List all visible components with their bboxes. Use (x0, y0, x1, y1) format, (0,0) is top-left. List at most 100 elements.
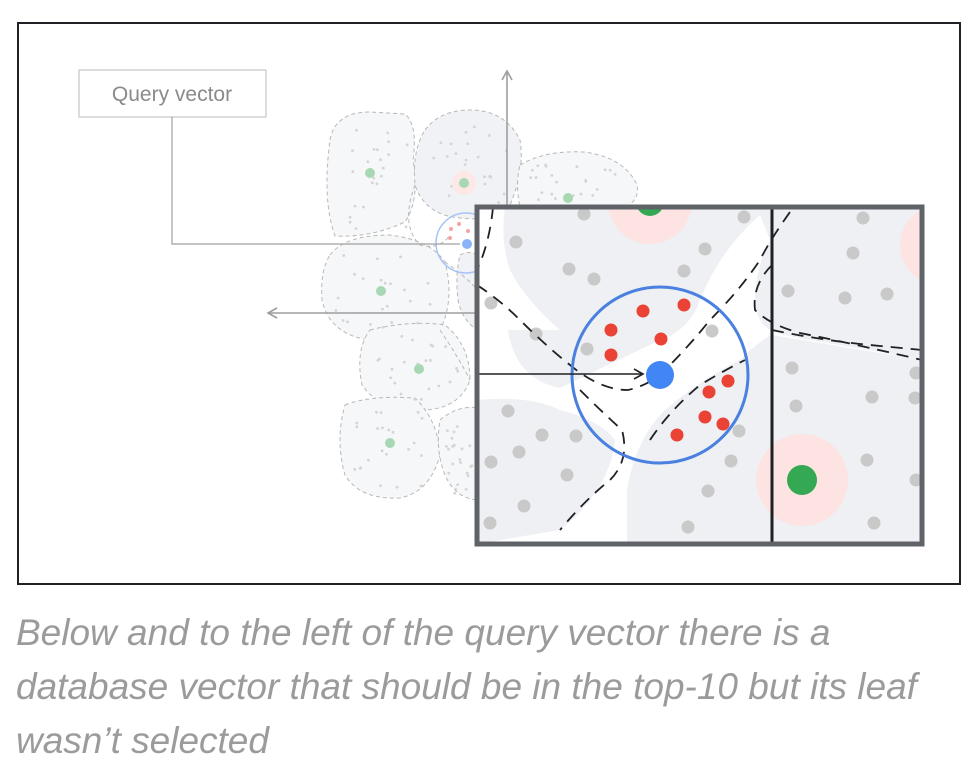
overview-database-dot (376, 358, 380, 362)
overview-database-dot (530, 169, 534, 172)
query-vector-point (646, 361, 674, 389)
overview-database-dot (387, 153, 391, 156)
overview-database-dot (447, 447, 450, 451)
overview-database-dot (483, 175, 486, 179)
overview-database-dot (400, 335, 404, 338)
database-vector-dot (909, 366, 922, 380)
overview-database-dot (608, 168, 612, 172)
overview-database-dot (432, 156, 436, 160)
overview-database-dot (553, 197, 557, 200)
overview-database-dot (399, 255, 402, 259)
overview-database-dot (427, 387, 431, 391)
overview-database-dot (460, 447, 464, 451)
overview-database-dot (375, 257, 379, 261)
overview-database-dot (451, 462, 455, 466)
overview-database-dot (446, 429, 449, 433)
zoom-region-bottom-right (627, 335, 922, 544)
overview-database-dot (348, 215, 352, 219)
overview-database-dot (369, 323, 372, 326)
partition-boundary (753, 264, 922, 361)
database-vector-dot (856, 211, 870, 225)
overview-database-dot (550, 192, 554, 196)
database-vector-dot (562, 262, 576, 276)
overview-database-dot (389, 282, 392, 286)
overview-database-dot (375, 410, 378, 414)
overview-neighbor (466, 229, 470, 233)
overview-database-dot (370, 181, 374, 185)
database-vector-dot (483, 516, 497, 530)
overview-database-dot (419, 397, 423, 401)
overview-database-dot (403, 288, 406, 292)
overview-database-dot (458, 458, 462, 461)
overview-database-dot (408, 299, 412, 303)
overview-database-dot (387, 140, 391, 143)
overview-database-dot (595, 188, 599, 191)
overview-database-dot (399, 392, 403, 396)
overview-database-dot (488, 134, 491, 137)
overview-database-dot (395, 485, 399, 489)
overview-database-dot (336, 296, 340, 300)
overview-database-dot (372, 148, 376, 151)
overview-centroid (376, 286, 386, 296)
overview-database-dot (456, 369, 460, 373)
overview-database-dot (379, 411, 383, 414)
overview-database-dot (459, 461, 462, 464)
overview-database-dot (354, 227, 358, 230)
overview-database-dot (575, 165, 579, 169)
cell-top-right (517, 151, 638, 208)
neighbor-vector-dot (698, 410, 712, 424)
overview-database-dot (448, 380, 452, 384)
overview-database-dot (544, 163, 548, 167)
partition-boundary (771, 329, 922, 351)
neighbor-vector-dot (721, 374, 735, 388)
diagram-figure: Query vector (17, 22, 961, 585)
overview-database-dot (380, 449, 384, 453)
overview-database-dot (439, 141, 443, 145)
overview-database-dot (550, 173, 554, 177)
database-vector-dot (846, 246, 860, 260)
overview-database-dot (334, 309, 338, 312)
database-vector-dot (517, 499, 531, 513)
zoom-database-dots (483, 207, 922, 534)
overview-database-dot (468, 444, 472, 448)
database-vector-dot (580, 342, 594, 356)
overview-database-dot (466, 474, 470, 478)
overview-database-dot (390, 367, 394, 371)
overview-database-dot (428, 302, 432, 306)
overview-database-dot (379, 158, 382, 162)
centroid-halo (608, 207, 692, 244)
overview-database-dot (386, 131, 390, 135)
database-vector-dot (880, 287, 894, 301)
partition-boundary (649, 359, 746, 441)
overview-database-dot (502, 192, 506, 196)
zoom-inset (474, 204, 925, 547)
database-vector-dot (785, 361, 799, 375)
overview-database-dot (424, 359, 428, 363)
overview-database-dot (540, 191, 544, 195)
database-vector-dot (724, 454, 738, 468)
overview-database-dot (412, 441, 416, 445)
zoom-inset-frame (474, 204, 925, 547)
database-vector-dot (509, 235, 523, 249)
query-vector-label: Query vector (112, 83, 232, 106)
overview-database-dot (476, 155, 480, 159)
overview-database-dot (381, 166, 385, 170)
overview-database-dot (348, 220, 352, 224)
overview-database-dot (454, 487, 457, 491)
overview-database-dot (534, 176, 538, 179)
centroid-halo (900, 209, 922, 281)
overview-database-dot (362, 205, 365, 209)
overview-database-dot (488, 174, 492, 178)
database-vector-dot (484, 455, 498, 469)
overview-database-dot (497, 201, 501, 204)
overview-database-dot (453, 491, 457, 495)
overview-database-dot (416, 410, 420, 414)
overview-database-dot (383, 281, 387, 285)
database-vector-dot (698, 242, 712, 256)
neighbor-vector-dot (604, 323, 618, 337)
overview-database-dot (444, 345, 447, 348)
database-vector-dot (737, 210, 751, 224)
figure-caption: Below and to the left of the query vecto… (16, 612, 917, 761)
overview-database-dot (402, 360, 406, 364)
overview-database-dot (407, 447, 410, 451)
